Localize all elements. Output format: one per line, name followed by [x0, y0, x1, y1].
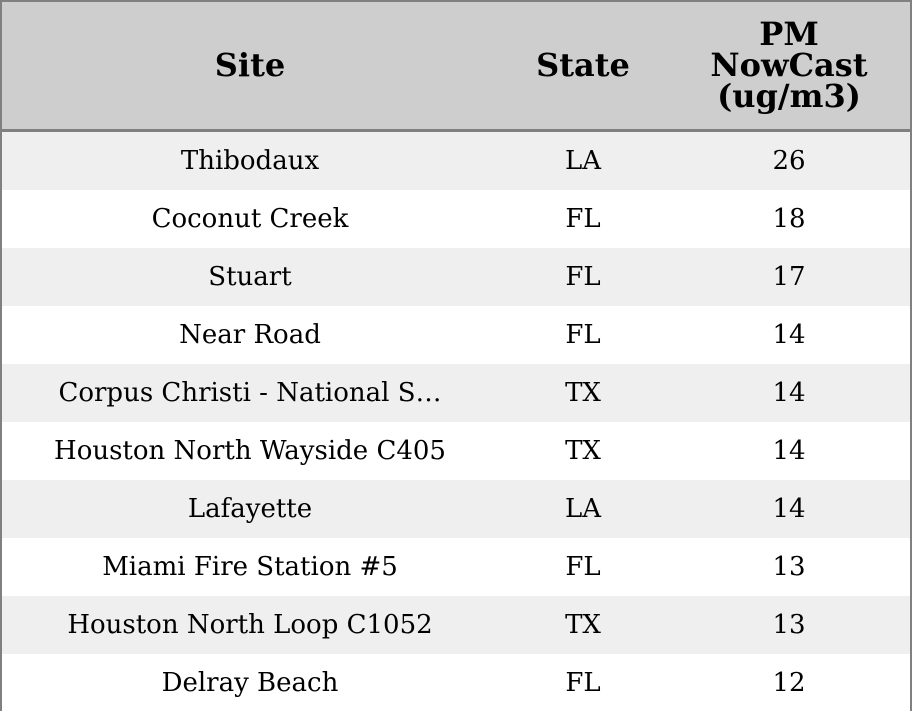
table-row: Thibodaux LA 26 [2, 132, 910, 190]
table-row: Coconut Creek FL 18 [2, 190, 910, 248]
site-cell: Coconut Creek [151, 204, 349, 234]
state-cell: TX [565, 610, 601, 640]
column-header-pm-line3: (ug/m3) [717, 77, 861, 115]
table-row: Delray Beach FL 12 [2, 654, 910, 712]
state-cell: TX [565, 378, 601, 408]
state-cell: FL [565, 552, 601, 582]
table-row: Stuart FL 17 [2, 248, 910, 306]
site-cell: Delray Beach [161, 668, 339, 698]
site-cell: Houston North Loop C1052 [67, 610, 433, 640]
pm-value-cell: 12 [772, 668, 806, 698]
site-cell: Thibodaux [180, 146, 320, 176]
site-cell: Near Road [179, 320, 321, 350]
table-row: Houston North Loop C1052 TX 13 [2, 596, 910, 654]
state-cell: FL [565, 262, 601, 292]
site-cell: Miami Fire Station #5 [102, 552, 398, 582]
table-row: Corpus Christi - National S… TX 14 [2, 364, 910, 422]
site-cell: Corpus Christi - National S… [58, 378, 442, 408]
pm-value-cell: 17 [772, 262, 806, 292]
site-cell: Lafayette [187, 494, 313, 524]
column-header-site-label: Site [214, 46, 286, 84]
column-header-pm-line2: NowCast [710, 46, 868, 84]
pm-value-cell: 14 [772, 378, 806, 408]
table-header: Site State PM NowCast (ug/m3) [2, 2, 910, 132]
column-header-pm-nowcast: PM NowCast (ug/m3) [668, 2, 910, 129]
state-cell: LA [564, 494, 602, 524]
table-row: Lafayette LA 14 [2, 480, 910, 538]
state-cell: FL [565, 320, 601, 350]
pm-value-cell: 14 [772, 436, 806, 466]
table-row: Near Road FL 14 [2, 306, 910, 364]
column-header-state: State [498, 2, 668, 129]
site-cell: Stuart [208, 262, 292, 292]
state-cell: LA [564, 146, 602, 176]
table-body: Thibodaux LA 26 Coconut Creek FL 18 Stuart FL 17… [2, 132, 910, 712]
table-row: Houston North Wayside C405 TX 14 [2, 422, 910, 480]
pm-value-cell: 26 [772, 146, 806, 176]
pm-value-cell: 14 [772, 494, 806, 524]
pm-value-cell: 13 [772, 610, 806, 640]
pm-value-cell: 18 [772, 204, 806, 234]
column-header-pm-line1: PM [759, 15, 819, 53]
column-header-state-label: State [536, 46, 630, 84]
state-cell: TX [565, 436, 601, 466]
pm-value-cell: 14 [772, 320, 806, 350]
state-cell: FL [565, 204, 601, 234]
pm-value-cell: 13 [772, 552, 806, 582]
state-cell: FL [565, 668, 601, 698]
site-cell: Houston North Wayside C405 [54, 436, 446, 466]
column-header-site: Site [2, 2, 498, 129]
table-row: Miami Fire Station #5 FL 13 [2, 538, 910, 596]
